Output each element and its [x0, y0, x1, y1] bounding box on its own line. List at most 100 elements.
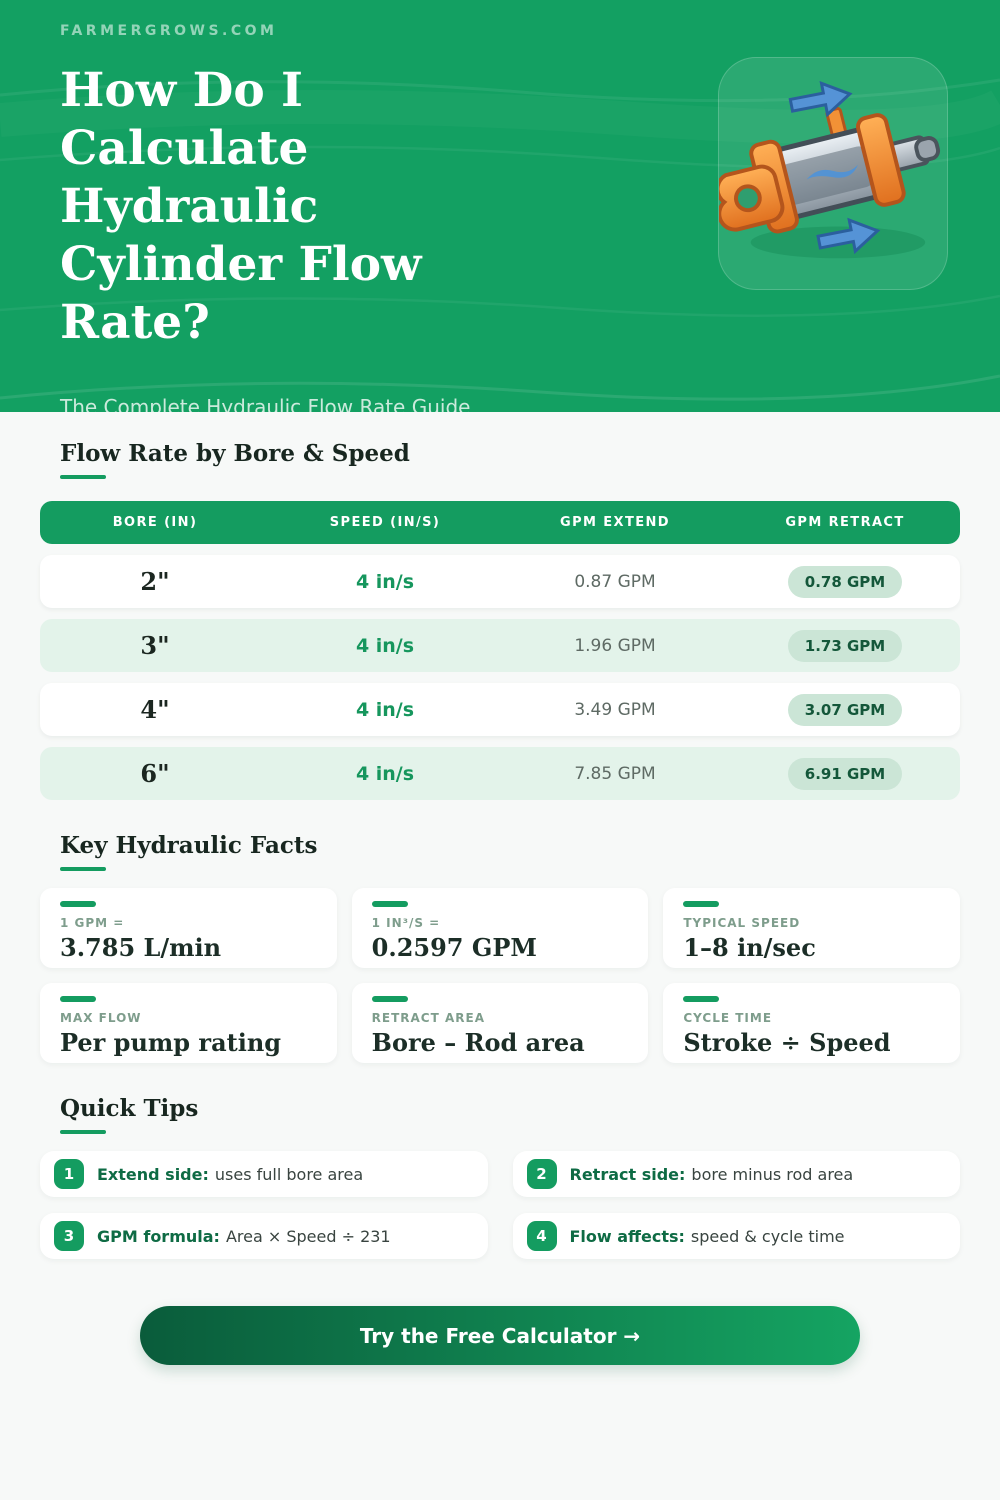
fact-label: TYPICAL SPEED [683, 916, 801, 930]
tip-card: 2 Retract side: bore minus rod area [512, 1151, 960, 1197]
illustration-card [718, 57, 948, 290]
fact-card: CYCLE TIME Stroke ÷ Speed [663, 983, 960, 1063]
bore-value: 2" [140, 567, 170, 596]
tip-label: Flow affects: [569, 1226, 685, 1246]
retract-cell: 1.73 GPM [730, 629, 960, 662]
extend-arrow-icon [788, 80, 853, 118]
retract-badge: 0.78 GPM [787, 565, 903, 598]
section-title: Key Hydraulic Facts [60, 832, 318, 859]
fact-value: 3.785 L/min [60, 933, 222, 962]
fact-label: 1 GPM = [60, 916, 125, 930]
speed-value: 4 in/s [355, 762, 415, 785]
title-underline [60, 867, 106, 871]
accent-dash [60, 996, 96, 1002]
tip-text: uses full bore area [214, 1164, 364, 1184]
table-row: 3" 4 in/s 1.96 GPM 1.73 GPM [40, 619, 960, 672]
fact-value: 1–8 in/sec [683, 933, 816, 962]
fact-card: 1 IN³/S = 0.2597 GPM [351, 888, 649, 968]
title-line: Hydraulic [60, 179, 319, 234]
fact-value: 0.2597 GPM [371, 933, 537, 962]
table-header-row: BORE (IN) SPEED (IN/S) GPM EXTEND GPM RE… [40, 501, 960, 544]
column-header-retract: GPM RETRACT [785, 515, 905, 530]
tip-label: Extend side: [97, 1164, 209, 1184]
title-line: Rate? [60, 295, 210, 350]
table-row: 2" 4 in/s 0.87 GPM 0.78 GPM [40, 555, 960, 608]
fact-label: MAX FLOW [60, 1011, 142, 1025]
title-underline [60, 475, 106, 479]
title-underline [60, 1130, 106, 1134]
section-title: Quick Tips [60, 1095, 199, 1122]
retract-badge: 1.73 GPM [787, 629, 903, 662]
tip-number-badge: 1 [54, 1159, 84, 1189]
title-line: How Do I [60, 63, 304, 118]
flow-table-heading: Flow Rate by Bore & Speed [60, 440, 960, 479]
tips-section: Quick Tips 1 Extend side: uses full bore… [40, 1095, 960, 1259]
tip-text: Area × Speed ÷ 231 [225, 1226, 391, 1246]
speed-value: 4 in/s [355, 634, 415, 657]
retract-cell: 3.07 GPM [730, 693, 960, 726]
accent-dash [683, 996, 720, 1002]
site-brand: FARMERGROWS.COM [60, 23, 278, 39]
title-line: Cylinder Flow [60, 237, 422, 292]
tip-number-badge: 3 [54, 1221, 84, 1251]
tip-label: Retract side: [569, 1164, 686, 1184]
fact-card: 1 GPM = 3.785 L/min [40, 888, 337, 968]
facts-section: Key Hydraulic Facts 1 GPM = 3.785 L/min … [40, 832, 960, 1063]
tip-text: speed & cycle time [690, 1226, 845, 1246]
bore-value: 3" [140, 631, 170, 660]
fact-card: MAX FLOW Per pump rating [40, 983, 337, 1063]
accent-dash [683, 901, 720, 907]
fact-label: CYCLE TIME [683, 1011, 773, 1025]
accent-dash [60, 901, 96, 907]
free-calculator-button[interactable]: Try the Free Calculator → [140, 1306, 860, 1365]
tips-heading: Quick Tips [60, 1095, 960, 1134]
fact-label: RETRACT AREA [371, 1011, 485, 1025]
tips-grid: 1 Extend side: uses full bore area 2 Ret… [40, 1151, 960, 1259]
page-title: How Do I Calculate Hydraulic Cylinder Fl… [60, 62, 620, 352]
tip-number-badge: 2 [526, 1159, 557, 1189]
hydraulic-cylinder-icon [719, 80, 941, 259]
fact-card: RETRACT AREA Bore – Rod area [351, 983, 649, 1063]
bore-value: 4" [140, 695, 170, 724]
hero-header: FARMERGROWS.COM How Do I Calculate Hydra… [0, 0, 1000, 412]
column-header-extend: GPM EXTEND [560, 515, 670, 530]
facts-grid: 1 GPM = 3.785 L/min 1 IN³/S = 0.2597 GPM… [40, 888, 960, 1063]
fact-value: Per pump rating [60, 1028, 282, 1057]
content: Flow Rate by Bore & Speed BORE (IN) SPEE… [0, 440, 1000, 1365]
accent-dash [371, 996, 408, 1002]
bore-value: 6" [140, 759, 170, 788]
retract-badge: 6.91 GPM [787, 757, 903, 790]
retract-cell: 0.78 GPM [730, 565, 960, 598]
fact-value: Bore – Rod area [371, 1028, 585, 1057]
facts-heading: Key Hydraulic Facts [60, 832, 960, 871]
speed-value: 4 in/s [355, 698, 415, 721]
fact-card: TYPICAL SPEED 1–8 in/sec [663, 888, 960, 968]
retract-arrow-icon [816, 217, 881, 255]
column-header-bore: BORE (IN) [112, 515, 198, 530]
title-line: Calculate [60, 121, 309, 176]
page-subtitle: The Complete Hydraulic Flow Rate Guide [60, 395, 471, 412]
extend-value: 7.85 GPM [574, 763, 656, 784]
retract-cell: 6.91 GPM [730, 757, 960, 790]
extend-value: 0.87 GPM [574, 571, 656, 592]
extend-value: 3.49 GPM [574, 699, 656, 720]
fact-label: 1 IN³/S = [371, 916, 441, 930]
fact-value: Stroke ÷ Speed [683, 1028, 891, 1057]
column-header-speed: SPEED (IN/S) [329, 515, 441, 530]
cylinder-body [719, 107, 941, 234]
tip-text: bore minus rod area [691, 1164, 854, 1184]
extend-value: 1.96 GPM [574, 635, 656, 656]
fluid-swirl [806, 164, 859, 180]
tip-card: 3 GPM formula: Area × Speed ÷ 231 [40, 1213, 488, 1259]
flow-table-section: Flow Rate by Bore & Speed BORE (IN) SPEE… [40, 440, 960, 800]
tip-number-badge: 4 [526, 1221, 557, 1251]
section-title: Flow Rate by Bore & Speed [60, 440, 410, 467]
table-row: 6" 4 in/s 7.85 GPM 6.91 GPM [40, 747, 960, 800]
retract-badge: 3.07 GPM [787, 693, 903, 726]
tip-card: 1 Extend side: uses full bore area [40, 1151, 488, 1197]
tip-card: 4 Flow affects: speed & cycle time [512, 1213, 960, 1259]
accent-dash [371, 901, 408, 907]
speed-value: 4 in/s [355, 570, 415, 593]
table-row: 4" 4 in/s 3.49 GPM 3.07 GPM [40, 683, 960, 736]
